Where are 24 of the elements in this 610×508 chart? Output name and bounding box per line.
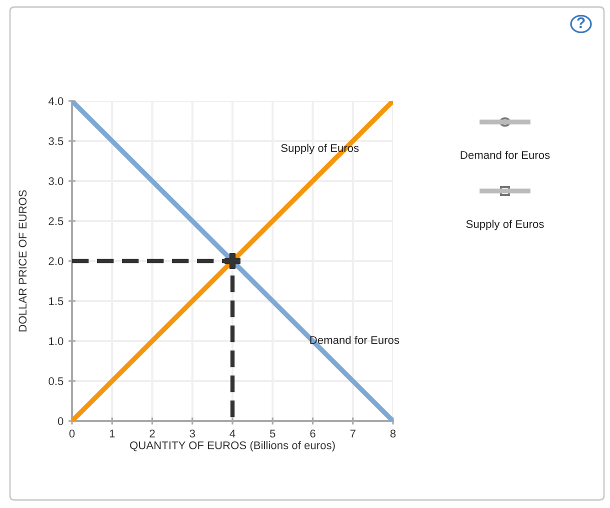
- x-axis-title: QUANTITY OF EUROS (Billions of euros): [130, 441, 335, 452]
- x-tick-label: 8: [390, 430, 396, 438]
- y-tick-label: 4.0: [48, 97, 64, 106]
- y-tick-label: 0.5: [48, 377, 64, 386]
- y-tick-label: 1.0: [49, 337, 64, 346]
- y-axis-title: DOLLAR PRICE OF EUROS: [18, 190, 27, 332]
- y-tick-label: 3.0: [48, 177, 64, 186]
- x-tick-label: 3: [190, 430, 195, 438]
- x-tick-label: 2: [150, 430, 155, 438]
- text: ?: [577, 17, 585, 28]
- x-tick-label: 4: [230, 430, 236, 438]
- text: Supply of Euros: [466, 220, 544, 230]
- y-tick-label: 1.5: [49, 297, 64, 306]
- x-tick-label: 6: [310, 430, 316, 438]
- text: Demand for Euros: [460, 150, 550, 159]
- x-tick-label: 5: [270, 430, 276, 438]
- y-tick-label: 2.0: [48, 257, 64, 266]
- y-tick-label: 2.5: [48, 217, 64, 226]
- x-tick-label: 1: [110, 430, 115, 438]
- y-tick-label: 3.5: [48, 137, 64, 146]
- x-tick-label: 0: [69, 430, 75, 438]
- x-tick-label: 7: [350, 430, 356, 438]
- y-tick-label: 0: [58, 417, 64, 426]
- series-label: Demand for Euros: [310, 336, 400, 344]
